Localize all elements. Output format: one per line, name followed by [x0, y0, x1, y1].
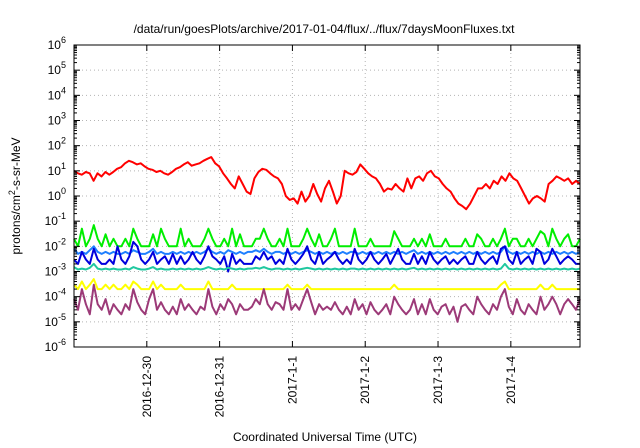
y-tick-label: 10-4: [45, 287, 66, 304]
x-axis-label: Coordinated Universal Time (UTC): [233, 430, 417, 444]
y-tick-label: 104: [48, 85, 66, 102]
chart-title: /data/run/goesPlots/archive/2017-01-04/f…: [134, 22, 516, 36]
series-line-3: [73, 245, 581, 255]
y-tick-label: 10-2: [45, 236, 66, 253]
series-group: [73, 156, 581, 323]
series-line-7: [73, 283, 581, 323]
x-tick-label: 2017-1-2: [358, 356, 372, 404]
x-tick-label: 2016-12-31: [213, 356, 227, 418]
y-tick-label: 100: [48, 186, 66, 203]
y-tick-label: 105: [48, 60, 66, 77]
y-tick-label: 10-1: [45, 211, 66, 228]
series-line-1: [73, 156, 581, 211]
y-tick-label: 106: [48, 35, 66, 52]
y-tick-label: 103: [48, 111, 66, 128]
x-tick-label: 2017-1-4: [504, 356, 518, 404]
y-tick-label: 101: [48, 161, 66, 178]
y-tick-label: 10-3: [45, 262, 66, 279]
y-tick-label: 102: [48, 136, 66, 153]
series-line-4: [73, 240, 580, 273]
y-tick-label: 10-6: [45, 337, 66, 354]
series-line-5: [73, 262, 581, 271]
series-line-6: [73, 278, 580, 291]
x-axis: 2016-12-30 2016-12-31 2017-1-1 2017-1-2 2017…: [140, 45, 518, 417]
y-tick-label: 10-5: [45, 312, 66, 329]
y-axis: 106 105 104 103 102 101 100 10-1 10-2 10-3 10-4 10-…: [45, 35, 580, 354]
series-line-2: [73, 224, 581, 248]
y-axis-label: protons/cm2-s-sr-MeV: [7, 137, 23, 254]
x-tick-label: 2017-1-3: [431, 356, 445, 404]
x-tick-label: 2017-1-1: [285, 356, 299, 404]
x-tick-label: 2016-12-30: [140, 356, 154, 418]
